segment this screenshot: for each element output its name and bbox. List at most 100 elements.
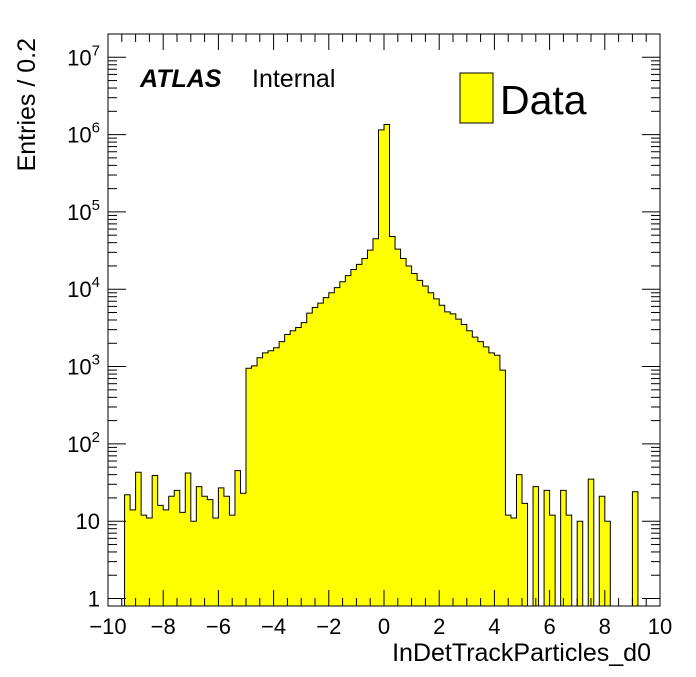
histogram-bin [411, 273, 418, 606]
histogram-bin [516, 474, 523, 606]
histogram-bin [157, 505, 164, 606]
histogram-bin [306, 313, 313, 606]
x-tick-label: 10 [648, 614, 672, 639]
histogram-bin [141, 515, 148, 606]
histogram-bin [533, 486, 539, 606]
histogram-bin [229, 515, 236, 606]
histogram-bin [124, 494, 131, 606]
histogram-bin [372, 238, 379, 606]
legend-swatch [459, 72, 494, 124]
histogram-bin [433, 298, 440, 606]
histogram-bin [488, 352, 495, 606]
histogram-bin [168, 496, 175, 606]
histogram-bin [395, 249, 401, 606]
x-tick-label: 4 [488, 614, 500, 639]
histogram-bin [450, 313, 457, 606]
histogram-bin [284, 334, 291, 606]
histogram-bin [483, 346, 490, 606]
histogram-bin [350, 269, 357, 606]
histogram-bin [190, 521, 197, 606]
histogram-bin [422, 286, 429, 606]
histogram-bin [185, 472, 192, 606]
x-tick-label: 8 [599, 614, 611, 639]
histogram-bin [406, 265, 412, 606]
histogram-bin [378, 129, 385, 607]
histogram-bin [499, 370, 506, 606]
x-tick-label: −2 [316, 614, 341, 639]
x-axis-title: InDetTrackParticles_d0 [392, 639, 651, 667]
x-tick-label: −10 [89, 614, 126, 639]
histogram-bin [345, 275, 352, 606]
histogram-bin [439, 305, 446, 606]
histogram-bin [334, 287, 341, 606]
y-axis-ticks: 1 10 102 103 104 105 106 107 [67, 33, 660, 612]
histogram-bin [207, 499, 214, 606]
histogram-bin [251, 365, 258, 606]
histogram-bin [466, 330, 473, 606]
histogram-bin [632, 491, 639, 606]
histogram-bin [417, 280, 424, 606]
histogram-bin [179, 512, 186, 606]
histogram-bin [240, 493, 247, 606]
histogram-bin [428, 292, 435, 606]
histogram-bin [339, 281, 346, 606]
histogram-bin [290, 330, 297, 606]
histogram-bin [152, 475, 159, 606]
x-axis-ticks: −10 −8 −6 −4 −2 0 2 4 6 8 10 [89, 34, 672, 639]
histogram-bars [124, 124, 639, 607]
histogram-bin [577, 521, 584, 606]
x-tick-label: 6 [543, 614, 555, 639]
y-tick-label: 102 [67, 429, 100, 457]
histogram-bin [549, 515, 556, 606]
histogram-bin [510, 517, 517, 606]
histogram-bin [588, 479, 595, 606]
histogram-bin [444, 311, 451, 606]
histogram-bin [257, 357, 263, 606]
x-tick-label: −8 [151, 614, 176, 639]
histogram-bin [312, 307, 319, 606]
histogram-bin [604, 521, 611, 606]
x-tick-label: 2 [433, 614, 445, 639]
histogram-bin [328, 292, 335, 606]
histogram-bin [130, 509, 136, 606]
y-tick-label: 107 [67, 42, 100, 70]
histogram-bin [461, 324, 468, 606]
y-tick-label: 104 [67, 274, 100, 302]
histogram-bin [301, 322, 308, 606]
histogram-bin [389, 236, 396, 607]
y-tick-label: 103 [67, 352, 100, 380]
x-tick-label: 0 [378, 614, 390, 639]
histogram-bin [273, 347, 280, 606]
histogram-bin [218, 487, 225, 606]
histogram-bin [356, 264, 363, 606]
histogram-outline [124, 124, 639, 607]
histogram-bin [262, 352, 269, 606]
atlas-label: ATLAS [139, 65, 222, 93]
histogram-bin [163, 509, 170, 606]
histogram-bin [384, 124, 390, 607]
histogram-bin [494, 355, 501, 606]
histogram-bin [223, 496, 230, 606]
legend-label: Data [500, 77, 587, 123]
y-tick-label: 10 [76, 509, 100, 534]
histogram-bin [323, 297, 330, 606]
y-tick-label: 1 [88, 587, 100, 612]
histogram-bin [367, 250, 374, 607]
x-tick-label: −4 [261, 614, 286, 639]
histogram-bin [295, 327, 302, 606]
histogram-bin [246, 368, 252, 606]
histogram-bin [279, 341, 286, 606]
histogram-bin [212, 517, 219, 606]
histogram-bin [196, 486, 203, 606]
histogram-bin [174, 490, 181, 606]
histogram-bin [201, 496, 208, 606]
y-tick-label: 106 [67, 120, 100, 148]
histogram-bin [560, 490, 567, 606]
histogram-bin [505, 515, 512, 606]
histogram-bin [477, 341, 484, 606]
x-tick-label: −6 [206, 614, 231, 639]
histogram-bin [400, 258, 407, 606]
histogram-bin [268, 350, 274, 606]
